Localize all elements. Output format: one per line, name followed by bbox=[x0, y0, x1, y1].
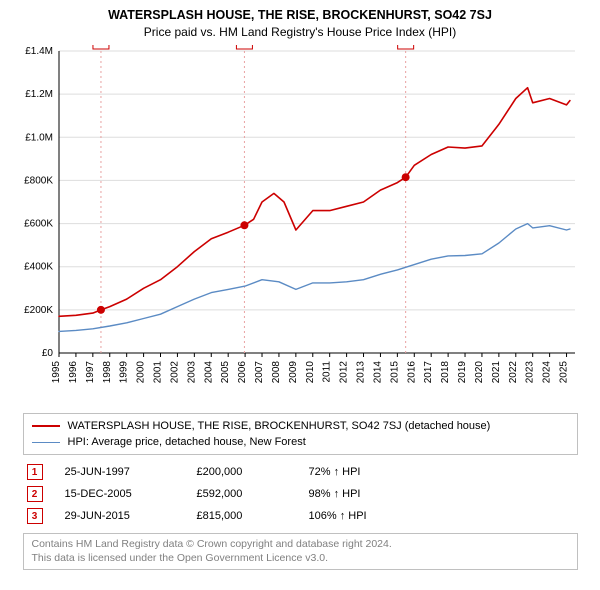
sale-hpi: 98% ↑ HPI bbox=[309, 488, 419, 500]
sale-price: £592,000 bbox=[197, 488, 287, 500]
sale-hpi: 106% ↑ HPI bbox=[309, 510, 419, 522]
sales-row: 1 25-JUN-1997 £200,000 72% ↑ HPI bbox=[23, 461, 578, 483]
sale-price: £815,000 bbox=[197, 510, 287, 522]
chart-title: WATERSPLASH HOUSE, THE RISE, BROCKENHURS… bbox=[10, 8, 590, 22]
svg-text:2007: 2007 bbox=[254, 361, 265, 384]
svg-text:2013: 2013 bbox=[356, 361, 367, 384]
svg-text:2016: 2016 bbox=[406, 361, 417, 384]
svg-text:2003: 2003 bbox=[186, 361, 197, 384]
svg-text:2008: 2008 bbox=[271, 361, 282, 384]
sale-date: 29-JUN-2015 bbox=[65, 510, 175, 522]
svg-text:2019: 2019 bbox=[457, 361, 468, 384]
svg-text:2025: 2025 bbox=[559, 361, 570, 384]
sale-marker-box: 2 bbox=[27, 486, 43, 502]
svg-text:2005: 2005 bbox=[220, 361, 231, 384]
legend-label: WATERSPLASH HOUSE, THE RISE, BROCKENHURS… bbox=[68, 418, 491, 434]
svg-text:2023: 2023 bbox=[525, 361, 536, 384]
chart-area: £0 £200K £400K £600K £800K £1.0M £1.2M £1.4M 199… bbox=[15, 45, 585, 405]
svg-text:1: 1 bbox=[98, 45, 104, 48]
svg-text:2010: 2010 bbox=[305, 361, 316, 384]
svg-text:2021: 2021 bbox=[491, 361, 502, 384]
svg-text:£1.2M: £1.2M bbox=[25, 89, 53, 100]
price-chart: £0 £200K £400K £600K £800K £1.0M £1.2M £1.4M 199… bbox=[15, 45, 585, 405]
svg-text:2001: 2001 bbox=[153, 361, 164, 384]
svg-text:£0: £0 bbox=[42, 348, 54, 359]
svg-text:£600K: £600K bbox=[24, 219, 53, 230]
svg-text:2012: 2012 bbox=[339, 361, 350, 384]
sales-row: 3 29-JUN-2015 £815,000 106% ↑ HPI bbox=[23, 505, 578, 527]
svg-text:2000: 2000 bbox=[136, 361, 147, 384]
svg-text:3: 3 bbox=[403, 45, 409, 48]
sale-marker-box: 1 bbox=[27, 464, 43, 480]
sale-date: 25-JUN-1997 bbox=[65, 466, 175, 478]
legend-box: WATERSPLASH HOUSE, THE RISE, BROCKENHURS… bbox=[23, 413, 578, 455]
svg-text:2: 2 bbox=[242, 45, 248, 48]
svg-text:1995: 1995 bbox=[51, 361, 62, 384]
svg-text:2006: 2006 bbox=[237, 361, 248, 384]
svg-text:1998: 1998 bbox=[102, 361, 113, 384]
svg-text:2015: 2015 bbox=[389, 361, 400, 384]
svg-text:£1.4M: £1.4M bbox=[25, 46, 53, 57]
svg-text:£200K: £200K bbox=[24, 305, 53, 316]
svg-text:2014: 2014 bbox=[372, 361, 383, 384]
svg-text:2004: 2004 bbox=[203, 361, 214, 384]
svg-text:2018: 2018 bbox=[440, 361, 451, 384]
svg-text:2020: 2020 bbox=[474, 361, 485, 384]
legend-row: HPI: Average price, detached house, New … bbox=[32, 434, 569, 450]
page-container: WATERSPLASH HOUSE, THE RISE, BROCKENHURS… bbox=[0, 0, 600, 578]
attribution-line1: Contains HM Land Registry data © Crown c… bbox=[32, 538, 569, 552]
svg-text:£800K: £800K bbox=[24, 175, 53, 186]
legend-row: WATERSPLASH HOUSE, THE RISE, BROCKENHURS… bbox=[32, 418, 569, 434]
sale-date: 15-DEC-2005 bbox=[65, 488, 175, 500]
svg-text:2011: 2011 bbox=[322, 361, 333, 383]
attribution-line2: This data is licensed under the Open Gov… bbox=[32, 552, 569, 566]
legend-label: HPI: Average price, detached house, New … bbox=[68, 434, 306, 450]
attribution-box: Contains HM Land Registry data © Crown c… bbox=[23, 533, 578, 570]
sales-table: 1 25-JUN-1997 £200,000 72% ↑ HPI 2 15-DEC-200… bbox=[23, 461, 578, 527]
svg-text:2017: 2017 bbox=[423, 361, 434, 384]
svg-text:2022: 2022 bbox=[508, 361, 519, 384]
svg-text:2024: 2024 bbox=[542, 361, 553, 384]
svg-text:1996: 1996 bbox=[68, 361, 79, 384]
svg-text:2009: 2009 bbox=[288, 361, 299, 384]
svg-text:1999: 1999 bbox=[119, 361, 130, 384]
svg-text:£400K: £400K bbox=[24, 262, 53, 273]
chart-subtitle: Price paid vs. HM Land Registry's House … bbox=[10, 25, 590, 39]
svg-text:2002: 2002 bbox=[169, 361, 180, 384]
svg-text:1997: 1997 bbox=[85, 361, 96, 384]
sale-price: £200,000 bbox=[197, 466, 287, 478]
svg-text:£1.0M: £1.0M bbox=[25, 132, 53, 143]
legend-swatch bbox=[32, 442, 60, 443]
sales-row: 2 15-DEC-2005 £592,000 98% ↑ HPI bbox=[23, 483, 578, 505]
legend-swatch bbox=[32, 425, 60, 427]
sale-hpi: 72% ↑ HPI bbox=[309, 466, 419, 478]
sale-marker-box: 3 bbox=[27, 508, 43, 524]
